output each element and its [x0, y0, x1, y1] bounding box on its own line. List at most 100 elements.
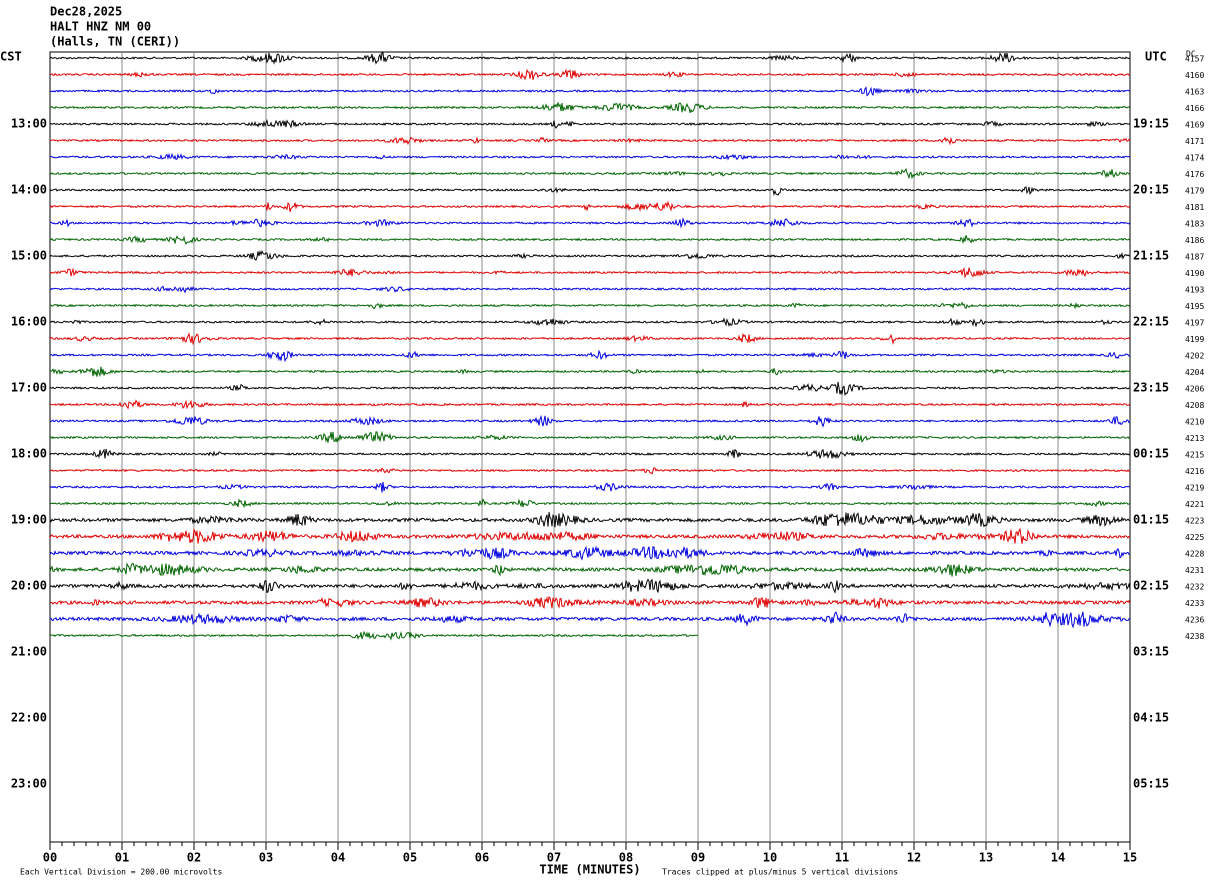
dc-title: DC	[1186, 50, 1196, 59]
dc-value: 4216	[1185, 467, 1204, 476]
right-hour-label: 21:15	[1133, 249, 1169, 263]
right-hour-label: 19:15	[1133, 117, 1169, 131]
left-hour-label: 15:00	[11, 249, 47, 263]
dc-value: 4213	[1185, 434, 1204, 443]
trace	[49, 595, 1131, 610]
x-tick-label: 06	[475, 851, 489, 865]
dc-value: 4169	[1185, 121, 1204, 130]
trace	[49, 102, 1131, 113]
dc-value: 4238	[1185, 632, 1204, 641]
dc-value: 4166	[1185, 104, 1204, 113]
trace	[49, 217, 1131, 229]
right-hour-label: 00:15	[1133, 447, 1169, 461]
trace	[49, 511, 1131, 528]
trace	[49, 301, 1131, 310]
right-hour-label: 02:15	[1133, 579, 1169, 593]
trace	[49, 118, 1131, 129]
x-axis-title: TIME (MINUTES)	[539, 863, 640, 877]
trace	[49, 235, 1131, 245]
dc-value: 4204	[1185, 368, 1204, 377]
trace	[49, 498, 1131, 509]
scale-note: Each Vertical Division = 200.00 microvol…	[20, 868, 222, 877]
trace	[49, 611, 1131, 629]
dc-value: 4174	[1185, 154, 1204, 163]
trace	[49, 562, 1131, 577]
dc-value: 4190	[1185, 269, 1204, 278]
right-hour-label: 01:15	[1133, 513, 1169, 527]
left-hour-label: 18:00	[11, 447, 47, 461]
x-tick-label: 14	[1051, 851, 1065, 865]
trace	[49, 250, 1131, 261]
station: HALT HNZ NM 00	[50, 20, 151, 34]
trace	[50, 86, 1131, 97]
trace	[49, 317, 1131, 328]
dc-value: 4193	[1185, 286, 1204, 295]
left-hour-label: 13:00	[11, 117, 47, 131]
dc-value: 4160	[1185, 71, 1204, 80]
dc-value: 4231	[1185, 566, 1204, 575]
dc-value: 4199	[1185, 335, 1204, 344]
right-hour-label: 05:15	[1133, 777, 1169, 791]
dc-value: 4219	[1185, 484, 1204, 493]
x-tick-label: 04	[331, 851, 345, 865]
x-tick-label: 13	[979, 851, 993, 865]
trace	[49, 349, 1131, 363]
dc-value: 4186	[1185, 236, 1204, 245]
right-hour-label: 04:15	[1133, 711, 1169, 725]
left-hour-label: 21:00	[11, 645, 47, 659]
left-hour-label: 17:00	[11, 381, 47, 395]
left-hour-label: 19:00	[11, 513, 47, 527]
dc-value: 4208	[1185, 401, 1204, 410]
dc-value: 4210	[1185, 418, 1204, 427]
trace	[49, 285, 1131, 294]
trace	[49, 200, 1131, 212]
x-tick-label: 11	[835, 851, 849, 865]
left-hour-label: 20:00	[11, 579, 47, 593]
date: Dec28,2025	[50, 5, 122, 19]
clip-note: Traces clipped at plus/minus 5 vertical …	[662, 868, 898, 877]
trace	[49, 167, 1131, 180]
traces	[49, 52, 1131, 641]
trace	[49, 527, 1131, 544]
trace	[49, 578, 1131, 594]
dc-value: 4225	[1185, 533, 1204, 542]
trace	[49, 430, 1131, 443]
dc-value: 4197	[1185, 319, 1204, 328]
right-axis-title: UTC	[1145, 50, 1167, 64]
trace	[49, 414, 1131, 428]
dc-value: 4236	[1185, 616, 1204, 625]
right-hour-label: 03:15	[1133, 645, 1169, 659]
trace	[49, 267, 1131, 279]
left-hour-label: 23:00	[11, 777, 47, 791]
left-hour-label: 22:00	[11, 711, 47, 725]
dc-value: 4187	[1185, 253, 1204, 262]
dc-value: 4176	[1185, 170, 1204, 179]
dc-value: 4232	[1185, 583, 1204, 592]
right-hour-label: 22:15	[1133, 315, 1169, 329]
left-hour-label: 14:00	[11, 183, 47, 197]
x-tick-label: 02	[187, 851, 201, 865]
dc-value: 4206	[1185, 385, 1204, 394]
trace	[49, 186, 1131, 197]
dc-value: 4179	[1185, 187, 1204, 196]
dc-value: 4221	[1185, 500, 1204, 509]
trace	[49, 467, 1131, 475]
trace	[49, 448, 1131, 460]
dc-value: 4233	[1185, 599, 1204, 608]
x-tick-label: 10	[763, 851, 777, 865]
trace	[49, 332, 1131, 346]
dc-value: 4163	[1185, 88, 1204, 97]
right-hour-label: 23:15	[1133, 381, 1169, 395]
dc-value: 4195	[1185, 302, 1204, 311]
trace	[49, 630, 699, 641]
trace	[49, 68, 1131, 81]
x-tick-label: 05	[403, 851, 417, 865]
right-hour-label: 20:15	[1133, 183, 1169, 197]
x-tick-label: 12	[907, 851, 921, 865]
left-axis-title: CST	[0, 50, 22, 64]
x-tick-label: 07	[547, 851, 561, 865]
location: (Halls, TN (CERI))	[50, 35, 180, 49]
trace	[49, 545, 1131, 561]
